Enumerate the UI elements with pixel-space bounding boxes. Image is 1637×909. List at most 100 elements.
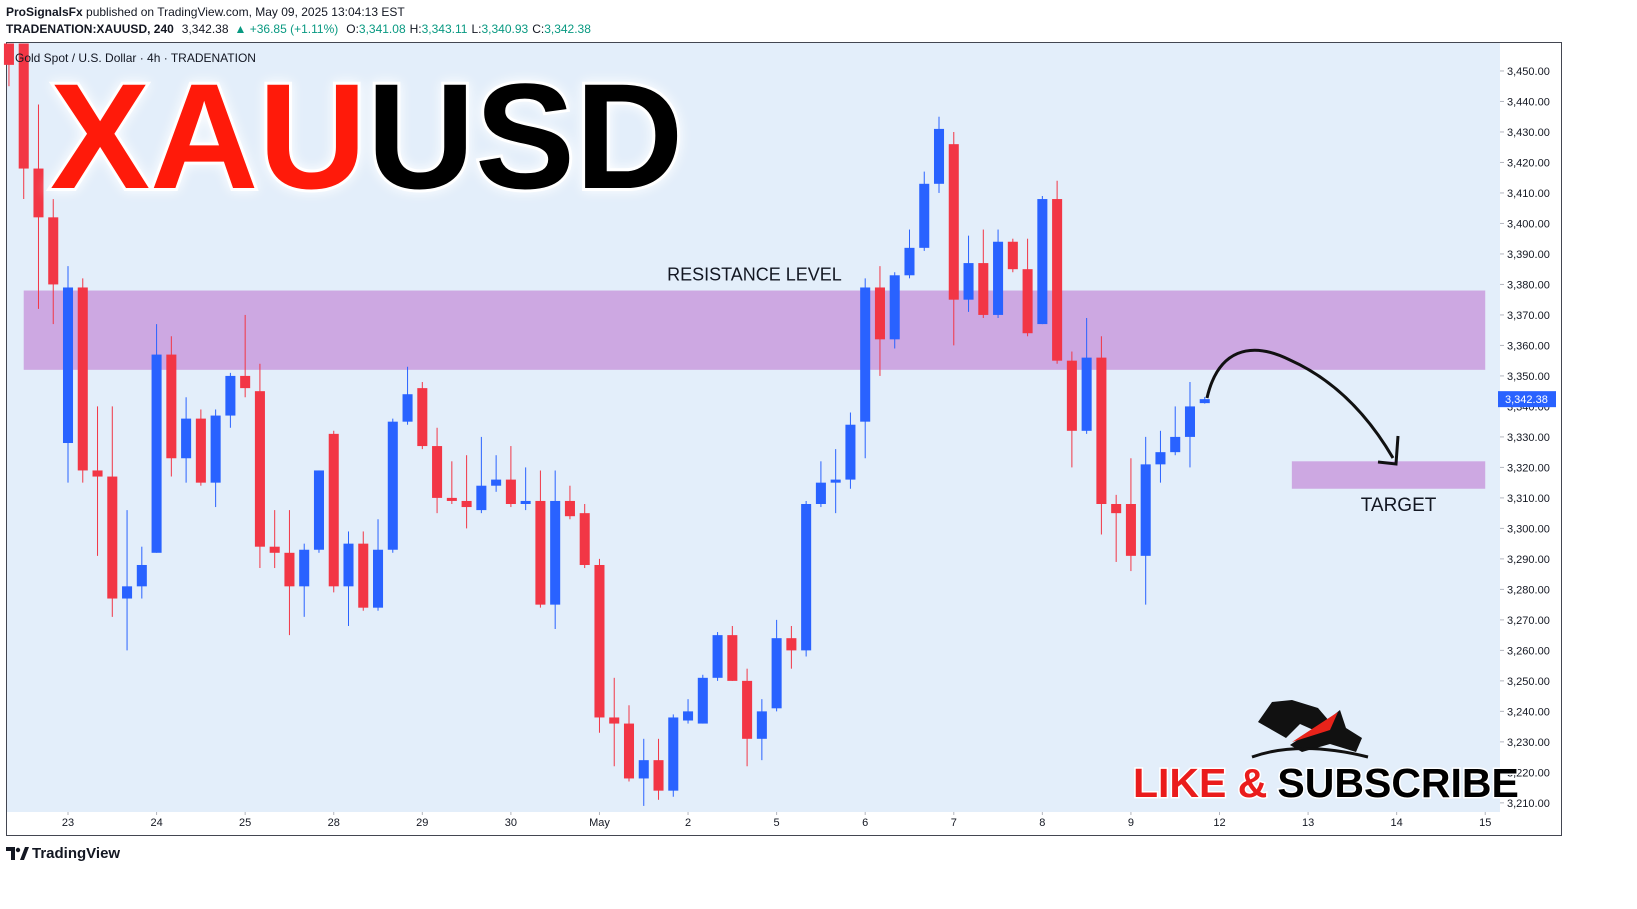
candle-body <box>683 711 694 721</box>
candle-body <box>1052 199 1063 361</box>
x-tick-label: 30 <box>505 817 517 829</box>
y-tick-label: 3,240.00 <box>1507 706 1550 718</box>
candle-body <box>48 217 59 285</box>
candle-body <box>1111 504 1122 514</box>
zone <box>23 290 1486 370</box>
candle-body <box>564 500 575 517</box>
candle-body <box>1081 357 1092 431</box>
zone-label: TARGET <box>1361 495 1437 516</box>
candle-body <box>254 391 265 547</box>
symbol: TRADENATION:XAUUSD, 240 <box>6 22 174 36</box>
x-tick-label: 6 <box>862 817 868 829</box>
candle-body <box>830 479 841 483</box>
x-tick-label: 2 <box>685 817 691 829</box>
candle-body <box>387 421 398 550</box>
candle-body <box>727 635 738 681</box>
chart-legend: Gold Spot / U.S. Dollar · 4h · TRADENATI… <box>15 51 256 65</box>
y-tick-label: 3,430.00 <box>1507 127 1550 139</box>
candle-body <box>62 287 74 444</box>
last-price-box <box>1498 391 1556 408</box>
y-tick-label: 3,410.00 <box>1507 188 1550 200</box>
candle-body <box>18 43 29 169</box>
candle-body <box>889 275 900 340</box>
candle-body <box>1170 436 1181 453</box>
candle-body <box>269 546 280 553</box>
candle-body <box>77 287 88 471</box>
candle-body <box>535 500 546 605</box>
candle-body <box>343 543 354 587</box>
y-tick-label: 3,420.00 <box>1507 157 1550 169</box>
brand-logo <box>6 847 29 860</box>
author: ProSignalsFx <box>6 5 83 19</box>
candle-body <box>1140 464 1151 556</box>
candle-body <box>993 241 1004 315</box>
candle-body <box>668 717 679 791</box>
y-tick-label: 3,210.00 <box>1507 798 1550 810</box>
candle-body <box>136 564 147 587</box>
y-tick-label: 3,350.00 <box>1507 371 1550 383</box>
candle-body <box>1007 241 1018 270</box>
y-tick-label: 3,400.00 <box>1507 218 1550 230</box>
x-tick-label: 9 <box>1128 817 1134 829</box>
candle-body <box>520 500 531 504</box>
candle-body <box>240 375 251 389</box>
x-tick-label: 29 <box>416 817 428 829</box>
candle-body <box>358 543 369 608</box>
last: 3,342.38 <box>182 22 229 36</box>
zone <box>1291 461 1486 489</box>
x-tick-label: 24 <box>150 817 162 829</box>
candle-body <box>92 470 103 477</box>
x-tick-label: 8 <box>1039 817 1045 829</box>
bull-bear-logo <box>1251 700 1369 759</box>
x-tick-label: 13 <box>1302 817 1314 829</box>
candle-body <box>299 549 310 587</box>
x-tick-label: 25 <box>239 817 251 829</box>
ohlc-value: 3,341.08 <box>359 22 406 36</box>
candle-body <box>417 388 428 447</box>
candle-body <box>786 638 797 651</box>
last-price-label: 3,342.38 <box>1505 394 1548 406</box>
zone-label: RESISTANCE LEVEL <box>667 265 842 285</box>
candle-body <box>653 760 664 791</box>
candle-body <box>1037 199 1048 325</box>
candle-body <box>107 476 118 599</box>
candle-body <box>432 446 443 498</box>
candle-body <box>328 433 339 587</box>
candle-body <box>638 760 649 779</box>
header-line-1: ProSignalsFx published on TradingView.co… <box>6 5 405 19</box>
ohlc-label: H: <box>410 22 422 36</box>
candle-body <box>712 635 723 678</box>
x-tick-label: 7 <box>951 817 957 829</box>
candle-body <box>948 144 959 300</box>
cta-red: LIKE & <box>1133 760 1267 806</box>
candle-body <box>623 723 635 779</box>
candle-body <box>3 43 14 65</box>
y-tick-label: 3,450.00 <box>1507 66 1550 78</box>
y-tick-label: 3,330.00 <box>1507 432 1550 444</box>
candle-body <box>579 513 590 565</box>
candle-body <box>919 183 930 248</box>
y-tick-label: 3,310.00 <box>1507 493 1550 505</box>
candle-body <box>1199 399 1210 404</box>
chart-title: XAUUSD <box>50 52 683 220</box>
y-tick-label: 3,280.00 <box>1507 584 1550 596</box>
published: published on TradingView.com, May 09, 20… <box>83 5 406 19</box>
y-tick-label: 3,230.00 <box>1507 737 1550 749</box>
candle-body <box>756 711 767 739</box>
candle-body <box>697 677 708 724</box>
y-tick-label: 3,380.00 <box>1507 279 1550 291</box>
candle-body <box>609 717 620 724</box>
candle-body <box>210 415 221 483</box>
ohlc-value: 3,343.11 <box>422 22 468 36</box>
candle-body <box>225 375 236 416</box>
brand: TradingView <box>32 845 120 862</box>
candle-body <box>122 586 133 599</box>
forecast-arrow <box>1205 348 1395 459</box>
y-tick-label: 3,260.00 <box>1507 645 1550 657</box>
candle-body <box>771 638 782 709</box>
candle-body <box>801 504 812 651</box>
candle-body <box>461 500 472 508</box>
candle-body <box>742 680 753 739</box>
